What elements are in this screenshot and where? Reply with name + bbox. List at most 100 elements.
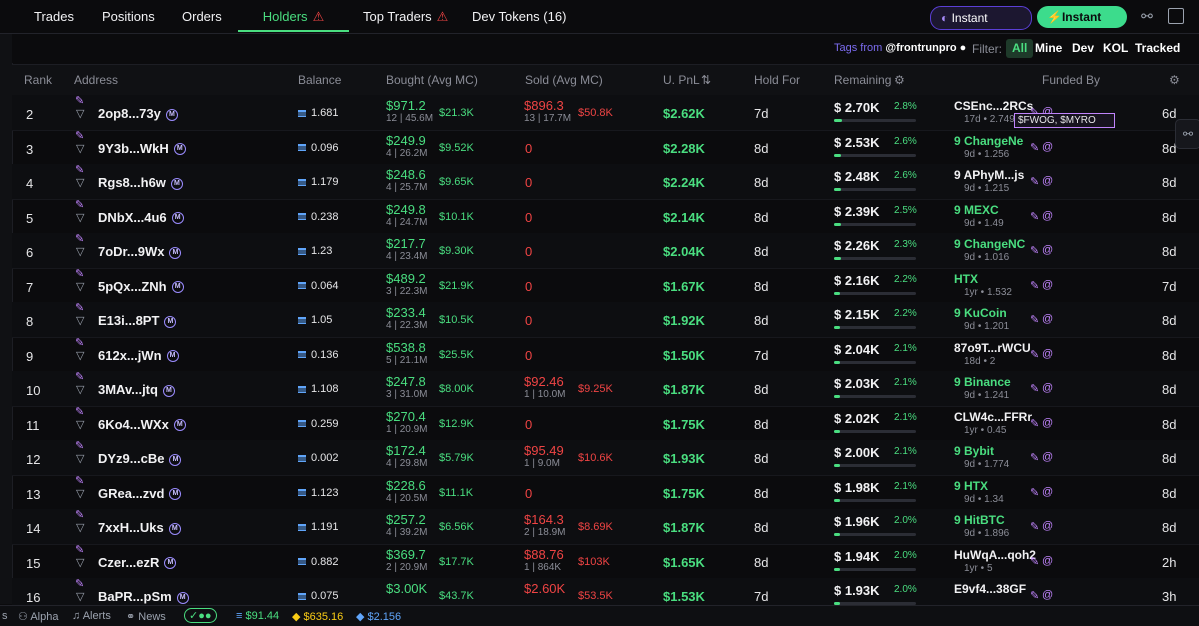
panel-layout-icon[interactable] <box>1168 8 1184 24</box>
at-icon[interactable]: @ <box>1042 485 1054 498</box>
table-row[interactable]: ✎ 14 ▽ 7xxH...Uks M 1.191 $257.2 4 | 39.2M $6.56… <box>12 509 1199 545</box>
filter-icon[interactable]: ▽ <box>76 384 85 396</box>
pencil-icon[interactable]: ✎ <box>75 302 85 314</box>
gear-icon[interactable]: ⚙ <box>1169 73 1180 87</box>
pencil-icon[interactable]: ✎ <box>75 474 85 487</box>
funded-by[interactable]: 9 ChangeNe <box>954 133 1024 148</box>
at-icon[interactable]: @ <box>1042 589 1054 601</box>
pencil-icon[interactable]: ✎ <box>1030 176 1040 188</box>
wallet-address[interactable]: DYz9...cBe M <box>98 451 182 466</box>
wallet-address[interactable]: 3MAv...jtq M <box>98 382 175 397</box>
footer-status-pill[interactable]: ✓●● <box>184 608 217 623</box>
funded-by[interactable]: 9 APhyM...js <box>954 168 1025 182</box>
tab-dev-tokens[interactable]: Dev Tokens (16) <box>472 0 566 32</box>
filter-icon[interactable]: ▽ <box>76 108 85 120</box>
table-row[interactable]: ✎ 4 ▽ Rgs8...h6w M 1.179 $248.6 4 | 25.7M $9.65K… <box>12 164 1199 200</box>
filter-icon[interactable]: ▽ <box>76 349 85 362</box>
col-balance[interactable]: Balance <box>298 73 342 87</box>
table-row[interactable]: ✎ 3 ▽ 9Y3b...WkH M 0.096 $249.9 4 | 26.2M $9.52K… <box>12 129 1199 165</box>
filter-all[interactable]: All <box>1006 39 1034 58</box>
funded-by[interactable]: 9 Bybit <box>954 444 995 458</box>
wallet-address[interactable]: Czer...ezR M <box>98 555 177 570</box>
col-remaining[interactable]: Remaining <box>834 73 892 87</box>
funded-by[interactable]: 9 MEXC <box>954 202 999 217</box>
tab-top-traders[interactable]: Top Traders ⚠ <box>363 0 448 32</box>
filter-tracked[interactable]: Tracked <box>1135 41 1181 55</box>
wallet-address[interactable]: BaPR...pSm M <box>98 589 189 604</box>
instant-trade-green-button[interactable]: ⚡Instant trade <box>1037 6 1127 46</box>
wallet-address[interactable]: GRea...zvd M <box>98 486 182 501</box>
at-icon[interactable]: @ <box>1042 347 1054 360</box>
pencil-icon[interactable]: ✎ <box>1030 452 1040 464</box>
pencil-icon[interactable]: ✎ <box>75 164 85 176</box>
wallet-address[interactable]: 7xxH...Uks M <box>98 520 181 535</box>
pencil-icon[interactable]: ✎ <box>1030 314 1040 326</box>
footer-alpha[interactable]: ⚇ Alpha <box>18 610 58 623</box>
at-icon[interactable]: @ <box>1042 451 1054 463</box>
wallet-address[interactable]: 6Ko4...WXx M <box>98 417 186 432</box>
at-icon[interactable]: @ <box>1042 278 1054 291</box>
pencil-icon[interactable]: ✎ <box>75 371 85 383</box>
filter-icon[interactable]: ▽ <box>76 487 85 500</box>
filter-kol[interactable]: KOL <box>1103 41 1129 55</box>
filter-icon[interactable]: ▽ <box>76 453 85 465</box>
at-icon[interactable]: @ <box>1042 554 1054 567</box>
table-row[interactable]: ✎ 9 ▽ 612x...jWn M 0.136 $538.8 5 | 21.1M $25.5K… <box>12 336 1199 372</box>
funded-by[interactable]: 9 HTX <box>954 478 989 493</box>
tab-trades[interactable]: Trades <box>34 0 74 32</box>
filter-icon[interactable]: ▽ <box>76 142 85 155</box>
pencil-icon[interactable]: ✎ <box>75 578 85 590</box>
funded-by[interactable]: CLW4c...FFRr <box>954 409 1033 424</box>
footer-news[interactable]: ⚭ News <box>126 610 166 623</box>
table-row[interactable]: ✎ 8 ▽ E13i...8PT M 1.05 $233.4 4 | 22.3M $10.5K 0… <box>12 302 1199 338</box>
at-icon[interactable]: @ <box>1042 382 1054 394</box>
pencil-icon[interactable]: ✎ <box>75 405 85 418</box>
wallet-address[interactable]: DNbX...4u6 M <box>98 210 184 225</box>
pencil-icon[interactable]: ✎ <box>1030 486 1040 499</box>
funded-by[interactable]: 9 KuCoin <box>954 306 1007 320</box>
col-rank[interactable]: Rank <box>24 73 53 87</box>
pencil-icon[interactable]: ✎ <box>1030 245 1040 257</box>
pencil-icon[interactable]: ✎ <box>75 440 85 452</box>
filter-dev[interactable]: Dev <box>1072 41 1095 55</box>
funded-by[interactable]: HTX <box>954 271 978 286</box>
filter-mine[interactable]: Mine <box>1035 41 1063 55</box>
at-icon[interactable]: @ <box>1042 416 1054 429</box>
table-row[interactable]: ✎ 10 ▽ 3MAv...jtq M 1.108 $247.8 3 | 31.0M $8.00… <box>12 371 1199 407</box>
wallet-address[interactable]: E13i...8PT M <box>98 313 177 328</box>
funded-by[interactable]: HuWqA...qoh2 <box>954 547 1036 562</box>
pencil-icon[interactable]: ✎ <box>1030 555 1040 568</box>
pencil-icon[interactable]: ✎ <box>75 267 85 280</box>
wallet-address[interactable]: 612x...jWn M <box>98 348 179 363</box>
pencil-icon[interactable]: ✎ <box>75 129 85 142</box>
funded-by[interactable]: 87o9T...rWCU <box>954 340 1031 355</box>
pencil-icon[interactable]: ✎ <box>1030 279 1040 292</box>
pencil-icon[interactable]: ✎ <box>1030 521 1040 533</box>
pencil-icon[interactable]: ✎ <box>1030 590 1040 602</box>
pencil-icon[interactable]: ✎ <box>1030 383 1040 395</box>
at-icon[interactable]: @ <box>1042 209 1054 222</box>
filter-icon[interactable]: ▽ <box>76 246 85 258</box>
pencil-icon[interactable]: ✎ <box>1030 348 1040 361</box>
filter-icon[interactable]: ▽ <box>76 315 85 327</box>
wallet-address[interactable]: Rgs8...h6w M <box>98 175 183 190</box>
table-row[interactable]: ✎ 13 ▽ GRea...zvd M 1.123 $228.6 4 | 20.5M $11.1… <box>12 474 1199 510</box>
table-row[interactable]: ✎ 6 ▽ 7oDr...9Wx M 1.23 $217.7 4 | 23.4M $9.30K 0… <box>12 233 1199 269</box>
col-sold[interactable]: Sold (Avg MC) <box>525 73 603 87</box>
tab-positions[interactable]: Positions <box>102 0 155 32</box>
swap-icon[interactable]: ⇅ <box>701 73 712 87</box>
filter-icon[interactable]: ▽ <box>76 280 85 293</box>
pencil-icon[interactable]: ✎ <box>1030 417 1040 430</box>
footer-alerts[interactable]: ♫ Alerts <box>72 610 111 622</box>
share-icon[interactable]: ⚯ <box>1141 8 1153 24</box>
pencil-icon[interactable]: ✎ <box>75 543 85 556</box>
funded-by[interactable]: 9 HitBTC <box>954 513 1005 527</box>
wallet-tag-box[interactable]: $FWOG, $MYRO <box>1014 113 1115 128</box>
pencil-icon[interactable]: ✎ <box>75 336 85 349</box>
table-row[interactable]: ✎ 15 ▽ Czer...ezR M 0.882 $369.7 2 | 20.9M $17.7… <box>12 543 1199 579</box>
table-row[interactable]: ✎ 11 ▽ 6Ko4...WXx M 0.259 $270.4 1 | 20.9M $12.9… <box>12 405 1199 441</box>
filter-icon[interactable]: ▽ <box>76 556 85 569</box>
funded-by[interactable]: CSEnc...2RCs <box>954 99 1034 113</box>
table-row[interactable]: ✎ 16 ▽ BaPR...pSm M 0.075 $3.00K $43.7K $2.60K $5… <box>12 578 1199 605</box>
col-address[interactable]: Address <box>74 73 119 87</box>
